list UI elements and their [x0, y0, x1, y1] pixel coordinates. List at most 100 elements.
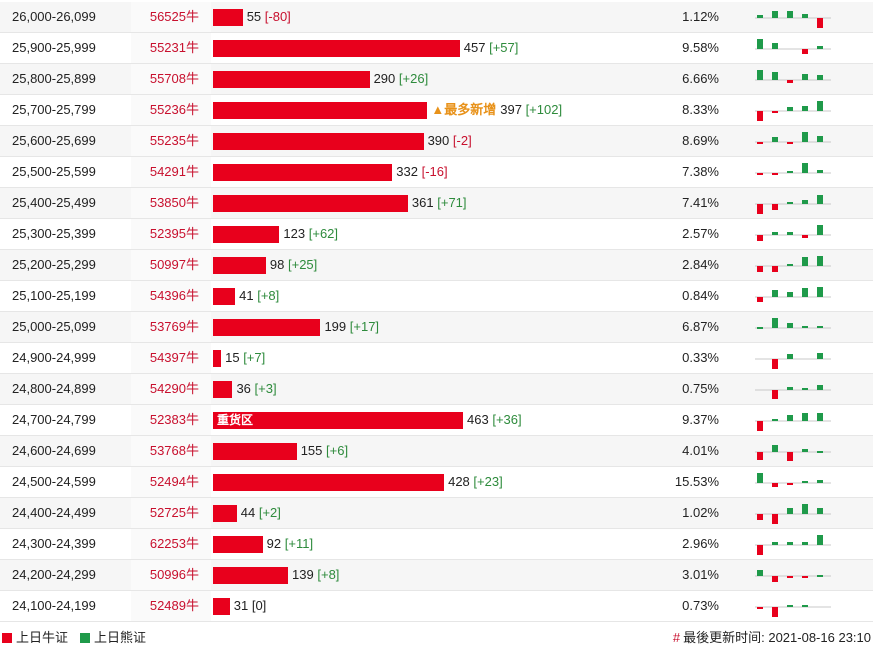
most-added-tag: ▲最多新增: [431, 102, 497, 117]
bar-value: 139 [+8]: [292, 560, 339, 590]
bar-cell: 44 [+2]: [211, 498, 673, 528]
warrant-code-link[interactable]: 50996牛: [131, 560, 211, 590]
warrant-code-link[interactable]: 55708牛: [131, 64, 211, 94]
bar-count: 31: [233, 598, 249, 613]
bar-value: 55 [-80]: [247, 2, 291, 32]
sparkline-bar: [772, 419, 778, 421]
tail-cell: 0.84%: [673, 281, 873, 311]
sparkline-bar: [817, 451, 823, 453]
bar-count: 92: [266, 536, 282, 551]
bar-cell: 31 [0]: [211, 591, 673, 621]
sparkline-bar: [787, 11, 793, 18]
sparkline-bar: [772, 72, 778, 80]
sparkline-bar: [757, 570, 763, 576]
table-row: 24,100-24,199 52489牛 31 [0] 0.73%: [0, 591, 873, 622]
sparkline-bar: [757, 545, 763, 555]
bar: [213, 381, 233, 398]
sparkline-bar: [772, 359, 778, 369]
warrant-code-link[interactable]: 52395牛: [131, 219, 211, 249]
sparkline-bar: [772, 607, 778, 617]
bar-cell: 98 [+25]: [211, 250, 673, 280]
sparkline-bar: [787, 415, 793, 421]
warrant-code-link[interactable]: 55235牛: [131, 126, 211, 156]
sparkline-bar: [787, 202, 793, 204]
warrant-code-link[interactable]: 52725牛: [131, 498, 211, 528]
bar: [213, 443, 297, 460]
sparkline: [755, 225, 831, 241]
bar: [213, 319, 321, 336]
legend-bear-swatch: [80, 633, 90, 643]
bar-cell: 155 [+6]: [211, 436, 673, 466]
warrant-code-link[interactable]: 53850牛: [131, 188, 211, 218]
warrant-code-link[interactable]: 52383牛: [131, 405, 211, 435]
sparkline-bar: [772, 232, 778, 235]
bar: [213, 133, 424, 150]
sparkline: [755, 163, 831, 175]
table-row: 24,600-24,699 53768牛 155 [+6] 4.01%: [0, 436, 873, 467]
warrant-code-link[interactable]: 50997牛: [131, 250, 211, 280]
warrant-code-link[interactable]: 54397牛: [131, 343, 211, 373]
bar-count: 15: [225, 350, 240, 365]
bar-cell: 36 [+3]: [211, 374, 673, 404]
warrant-code-link[interactable]: 55231牛: [131, 33, 211, 63]
sparkline-bar: [787, 576, 793, 578]
bar-value: 199 [+17]: [324, 312, 379, 342]
bar-cell: 重货区 463 [+36]: [211, 405, 673, 435]
bar-change: [-2]: [452, 133, 472, 148]
sparkline-bar: [802, 49, 808, 54]
warrant-code-link[interactable]: 53768牛: [131, 436, 211, 466]
bar-count: 428: [448, 474, 470, 489]
sparkline-bar: [802, 449, 808, 452]
sparkline: [755, 473, 831, 487]
sparkline-bar: [802, 106, 808, 111]
bar-value: 44 [+2]: [241, 498, 281, 528]
bar: [213, 505, 237, 522]
warrant-code-link[interactable]: 62253牛: [131, 529, 211, 559]
warrant-code-link[interactable]: 55236牛: [131, 95, 211, 125]
bar-value: 457 [+57]: [464, 33, 519, 63]
warrant-code-link[interactable]: 56525牛: [131, 2, 211, 32]
sparkline-bar: [772, 43, 778, 49]
bar-value: 428 [+23]: [448, 467, 503, 497]
bar-count: 397: [500, 102, 522, 117]
bar-cell: 55 [-80]: [211, 2, 673, 32]
bar-cell: 139 [+8]: [211, 560, 673, 590]
percentage: 8.69%: [682, 133, 719, 148]
warrant-code-link[interactable]: 54291牛: [131, 157, 211, 187]
percentage: 6.87%: [682, 319, 719, 334]
sparkline-bar: [802, 288, 808, 297]
warrant-code-link[interactable]: 54396牛: [131, 281, 211, 311]
bar-change: [+8]: [317, 567, 340, 582]
bar-count: 332: [396, 164, 418, 179]
bar-change: [+6]: [326, 443, 349, 458]
bar-value: 123 [+62]: [283, 219, 338, 249]
sparkline-bar: [802, 132, 808, 142]
bar-change: [+71]: [437, 195, 467, 210]
sparkline-bar: [787, 508, 793, 514]
warrant-code-link[interactable]: 52494牛: [131, 467, 211, 497]
tail-cell: 8.33%: [673, 95, 873, 125]
warrant-code-link[interactable]: 54290牛: [131, 374, 211, 404]
bar-change: [+26]: [398, 71, 429, 86]
price-range: 24,700-24,799: [12, 412, 96, 427]
sparkline: [755, 195, 831, 214]
sparkline-bar: [772, 514, 778, 524]
bar-count: 123: [283, 226, 306, 241]
warrant-code-link[interactable]: 53769牛: [131, 312, 211, 342]
bar-count: 44: [240, 505, 256, 520]
warrant-code-link[interactable]: 52489牛: [131, 591, 211, 621]
sparkline-bar: [772, 266, 778, 272]
tail-cell: 1.02%: [673, 498, 873, 528]
tail-cell: 1.12%: [673, 2, 873, 32]
bar-count: 155: [300, 443, 323, 458]
sparkline-bar: [772, 483, 778, 487]
price-range: 25,500-25,599: [12, 164, 96, 179]
bar-cell: 15 [+7]: [211, 343, 673, 373]
sparkline-bar: [817, 326, 823, 328]
sparkline-bar: [802, 163, 808, 173]
sparkline-bar: [787, 354, 793, 359]
sparkline-bar: [772, 204, 778, 210]
sparkline-bar: [757, 607, 763, 609]
sparkline-bar: [787, 142, 793, 144]
price-range: 25,300-25,399: [12, 226, 96, 241]
